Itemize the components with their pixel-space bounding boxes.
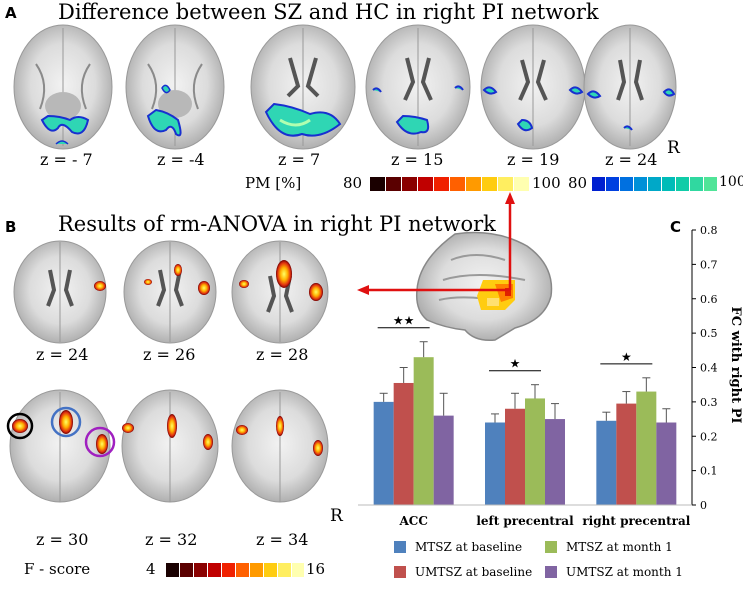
significance-marker: ★ bbox=[621, 350, 632, 364]
y-tick-label: 0.3 bbox=[700, 396, 718, 409]
legend-swatch-umtsz-month1 bbox=[545, 566, 557, 578]
highlight-circle-blue bbox=[50, 406, 82, 438]
y-tick-label: 0.2 bbox=[700, 430, 718, 443]
legend-label-umtsz-baseline: UMTSZ at baseline bbox=[415, 565, 533, 579]
f-score-min: 4 bbox=[146, 560, 156, 578]
significance-marker: ★ bbox=[510, 357, 521, 371]
bar bbox=[393, 382, 414, 505]
legend-swatch-mtsz-month1 bbox=[545, 541, 557, 553]
brain-slice-b4 bbox=[6, 389, 116, 503]
panel-letter-b: B bbox=[5, 218, 17, 236]
bar bbox=[656, 422, 677, 505]
brain-slice-a2 bbox=[125, 24, 225, 150]
panel-a-title: Difference between SZ and HC in right PI… bbox=[58, 0, 599, 24]
brain-slice-b6 bbox=[231, 389, 329, 503]
category-label: right precentral bbox=[582, 514, 690, 528]
sagittal-brain-inset bbox=[357, 192, 553, 342]
pm-scale-label: PM [%] bbox=[245, 174, 302, 192]
z-label-b6: z = 34 bbox=[256, 530, 309, 549]
z-label-a6: z = 24 bbox=[605, 150, 658, 169]
z-label-a1: z = - 7 bbox=[40, 150, 93, 169]
f-score-label: F - score bbox=[24, 560, 91, 578]
z-label-b4: z = 30 bbox=[36, 530, 89, 549]
brain-slice-b1 bbox=[13, 240, 107, 344]
category-label: left precentral bbox=[476, 514, 574, 528]
highlight-circle-black bbox=[6, 412, 34, 440]
legend-swatch-umtsz-baseline bbox=[394, 566, 406, 578]
brain-slice-b2 bbox=[123, 240, 217, 344]
y-tick-label: 0.4 bbox=[700, 362, 718, 375]
significance-marker: ★★ bbox=[393, 314, 415, 328]
category-label: ACC bbox=[398, 514, 427, 528]
panel-a-brain-row bbox=[13, 24, 677, 150]
legend-item: MTSZ at baseline bbox=[394, 540, 522, 554]
bar bbox=[373, 401, 394, 505]
hot-colorbar-b bbox=[166, 563, 304, 577]
bar bbox=[545, 419, 565, 505]
bar bbox=[413, 357, 434, 505]
pm-scale2-max: 100 bbox=[719, 174, 743, 190]
panel-b-brain-grid bbox=[6, 240, 329, 503]
bar bbox=[616, 403, 637, 505]
highlight-circle-purple bbox=[84, 426, 116, 458]
brain-slice-a5 bbox=[480, 24, 586, 150]
chart-ylabel: FC with right PI bbox=[728, 307, 743, 424]
legend-item: UMTSZ at baseline bbox=[394, 565, 532, 579]
legend-label-umtsz-month1: UMTSZ at month 1 bbox=[566, 565, 683, 579]
z-label-a2: z = -4 bbox=[157, 150, 205, 169]
y-tick-label: 0.6 bbox=[700, 293, 718, 306]
hot-colorbar-a bbox=[370, 177, 530, 191]
fc-bar-chart: 00.10.20.30.40.50.60.70.8 ★★★ ★ ACC left p… bbox=[358, 224, 743, 528]
y-tick-label: 0.7 bbox=[700, 258, 718, 271]
z-label-b2: z = 26 bbox=[143, 345, 196, 364]
z-label-b1: z = 24 bbox=[36, 345, 89, 364]
legend-item: MTSZ at month 1 bbox=[545, 540, 673, 554]
z-label-a3: z = 7 bbox=[278, 150, 321, 169]
legend-swatch-mtsz-baseline bbox=[394, 541, 406, 553]
pm-scale1-max: 100 bbox=[532, 174, 561, 192]
cool-colorbar-a bbox=[592, 177, 742, 191]
z-label-b3: z = 28 bbox=[256, 345, 309, 364]
bar bbox=[596, 420, 617, 505]
legend-label-mtsz-baseline: MTSZ at baseline bbox=[415, 540, 523, 554]
y-tick-label: 0.5 bbox=[700, 327, 718, 340]
legend-label-mtsz-month1: MTSZ at month 1 bbox=[566, 540, 673, 554]
panel-letter-c: C bbox=[670, 218, 682, 236]
bar bbox=[505, 408, 525, 505]
z-label-a5: z = 19 bbox=[507, 150, 560, 169]
pm-scale1-min: 80 bbox=[343, 174, 363, 192]
bar bbox=[433, 415, 454, 505]
brain-slice-b5 bbox=[121, 389, 219, 503]
y-tick-label: 0.8 bbox=[700, 224, 718, 237]
y-tick-label: 0.1 bbox=[700, 465, 718, 478]
y-tick-label: 0 bbox=[700, 499, 707, 512]
panel-letter-a: A bbox=[5, 4, 17, 22]
bar bbox=[636, 391, 657, 505]
bar bbox=[525, 398, 545, 505]
brain-slice-a3 bbox=[250, 24, 356, 150]
brain-slice-a4 bbox=[365, 24, 471, 150]
brain-slice-a6 bbox=[583, 24, 677, 150]
z-label-b5: z = 32 bbox=[145, 530, 198, 549]
pm-scale2-min: 80 bbox=[568, 174, 588, 192]
brain-slice-b3 bbox=[231, 240, 329, 344]
f-score-max: 16 bbox=[306, 560, 326, 578]
orientation-label-b: R bbox=[330, 506, 343, 526]
legend-item: UMTSZ at month 1 bbox=[545, 565, 683, 579]
panel-b-title: Results of rm-ANOVA in right PI network bbox=[58, 212, 496, 236]
bar bbox=[485, 422, 505, 505]
orientation-label-a: R bbox=[667, 138, 680, 158]
brain-slice-a1 bbox=[13, 24, 113, 150]
z-label-a4: z = 15 bbox=[391, 150, 444, 169]
